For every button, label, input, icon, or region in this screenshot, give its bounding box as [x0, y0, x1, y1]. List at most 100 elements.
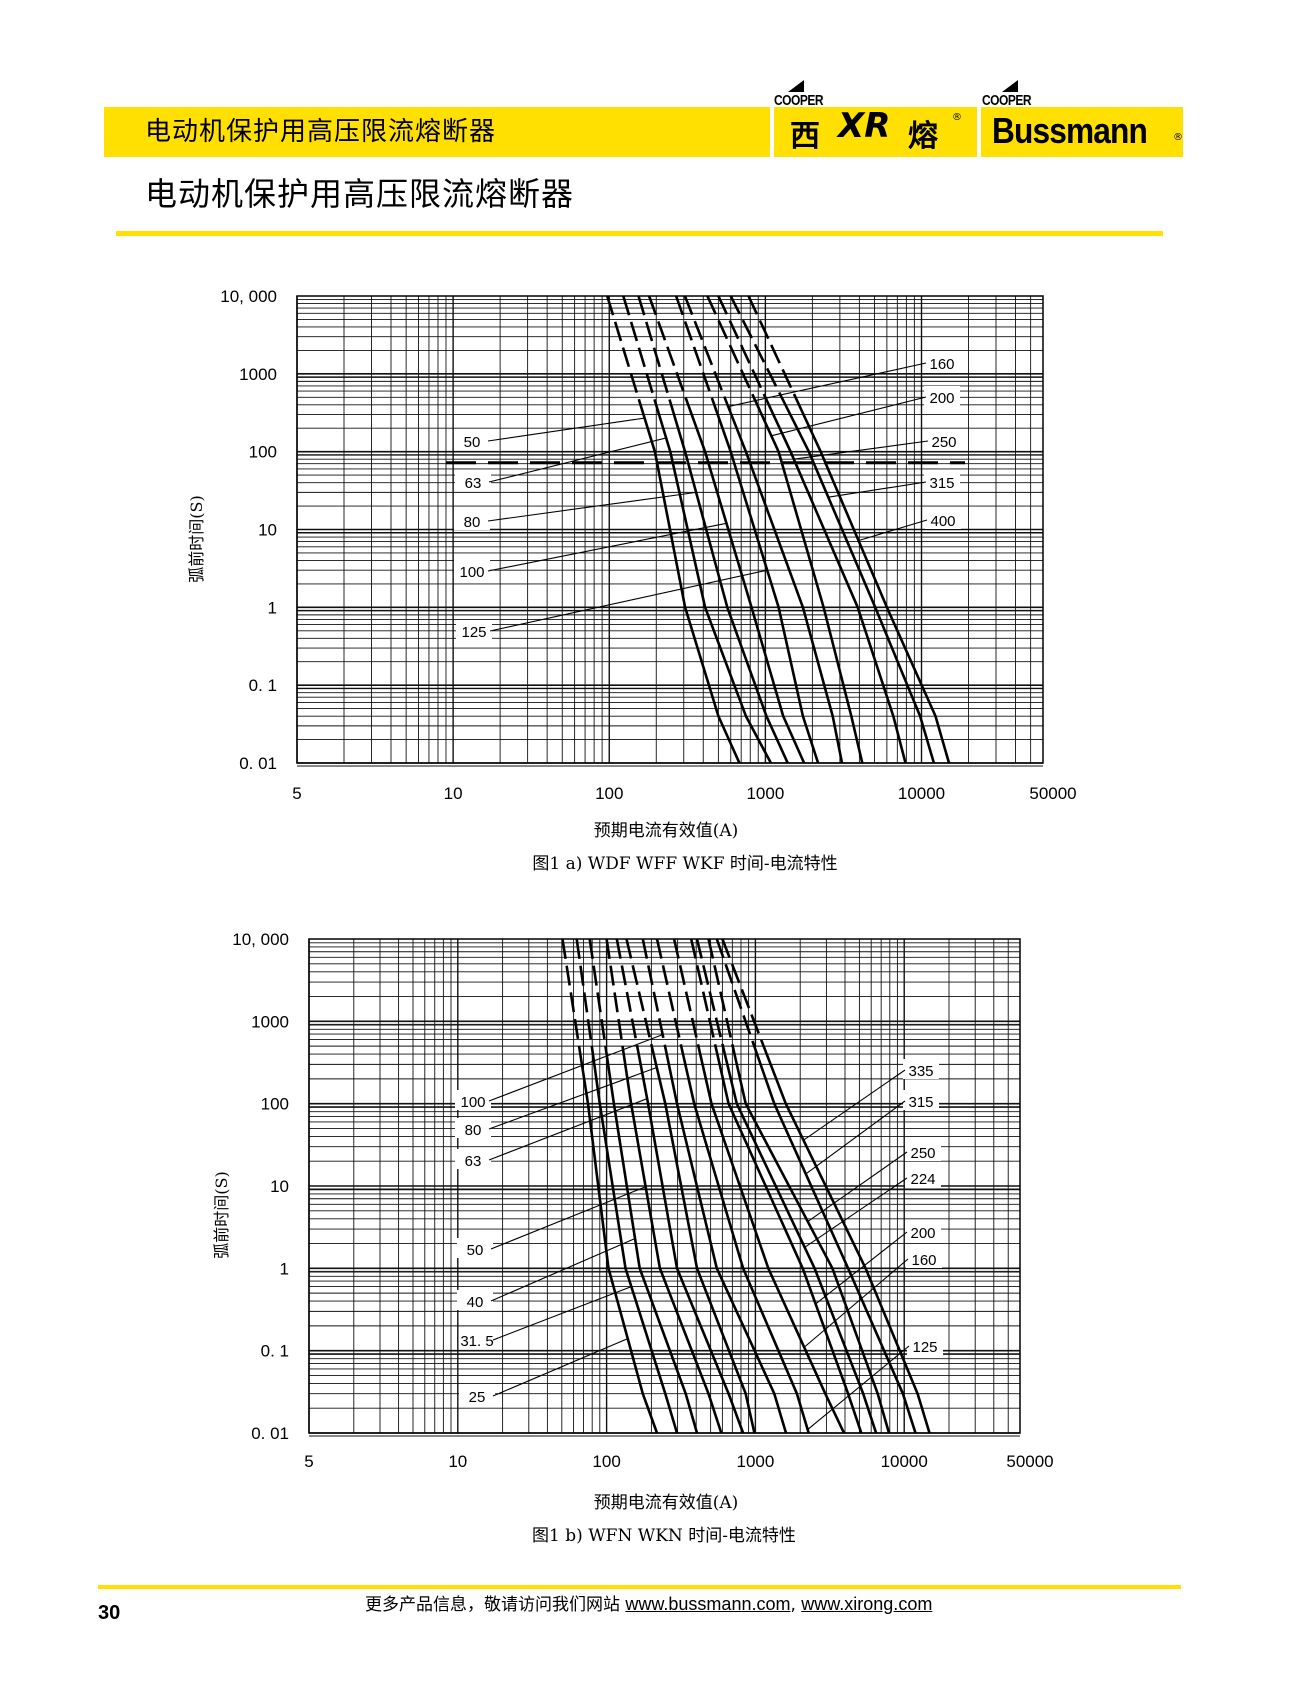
curve-dashed-segment	[674, 295, 716, 406]
curve-dashed-segment	[721, 938, 768, 1055]
leader-line	[815, 1231, 908, 1305]
curve-solid-segment	[681, 1053, 810, 1434]
series-label: 250	[910, 1145, 935, 1162]
y-tick-label: 10, 000	[220, 287, 277, 306]
leader-line	[487, 522, 727, 572]
curve-dashed-segment	[588, 938, 608, 1055]
series-curve-80: 80	[454, 295, 789, 764]
series-curve-160: 160	[683, 295, 960, 764]
label-background	[455, 1149, 491, 1169]
leader-line	[858, 519, 928, 542]
chart-wdf-wff-wkf: 10, 000 1000 100 10 1 0. 1 0. 01 5 10 100 1000 1000…	[220, 287, 1076, 803]
x-tick-label: 10	[444, 784, 463, 803]
series-curve-100: 100	[455, 938, 788, 1434]
leader-line	[807, 1345, 910, 1431]
curve-dashed-segment	[707, 938, 736, 1055]
x-tick-label: 50000	[1029, 784, 1076, 803]
series-curve-100: 100	[454, 295, 806, 764]
plot-area: 10, 000 1000 100 10 1 0. 1 0. 01 5 10 100 1000 1000…	[232, 930, 1053, 1471]
label-background	[924, 386, 960, 406]
plot-frame	[308, 938, 1021, 1434]
x-tick-label: 100	[595, 784, 623, 803]
series-curve-315: 315	[715, 938, 939, 1434]
x-tick-label: 1000	[736, 1452, 774, 1471]
curve-dashed-segment	[683, 295, 729, 406]
cooper-wordmark: COOPER	[774, 91, 824, 109]
x-tick-label: 100	[592, 1452, 620, 1471]
label-background	[925, 509, 961, 529]
series-label: 315	[908, 1094, 933, 1111]
y-tick-label: 10	[258, 521, 277, 540]
leader-line	[487, 417, 645, 442]
leader-line	[828, 481, 927, 498]
chart2-x-axis-label: 预期电流有效值(A)	[593, 1493, 739, 1513]
curve-dashed-segment	[747, 295, 801, 406]
logo-divider	[770, 107, 774, 157]
curve-solid-segment	[767, 404, 907, 764]
y-tick-label: 1	[280, 1259, 289, 1278]
curve-dashed-segment	[605, 938, 625, 1055]
logo-xr: XR	[838, 106, 891, 146]
y-tick-label: 0. 1	[249, 676, 277, 695]
curve-solid-segment	[797, 404, 951, 764]
series-curve-50: 50	[454, 295, 741, 764]
cooper-wordmark: COOPER	[982, 91, 1032, 109]
curve-solid-segment	[784, 404, 936, 764]
curve-solid-segment	[591, 1053, 679, 1434]
y-tick-label: 1000	[239, 365, 277, 384]
leader-line	[488, 1098, 648, 1161]
series-curve-80: 80	[455, 938, 756, 1434]
series-label: 63	[465, 475, 482, 492]
series-label: 31. 5	[460, 1333, 493, 1350]
footer-text: 更多产品信息，敬请访问我们网站 www.bussmann.com, www.xi…	[365, 1590, 932, 1615]
curve-solid-segment	[605, 1053, 699, 1434]
curve-dashed-segment	[625, 938, 655, 1055]
label-background	[456, 620, 492, 640]
series-label: 25	[469, 1389, 486, 1406]
xirong-link[interactable]: www.xirong.com	[801, 1594, 933, 1614]
series-label: 160	[911, 1252, 936, 1269]
registered-mark: ®	[952, 112, 962, 123]
label-background	[903, 1090, 939, 1110]
curve-solid-segment	[637, 1053, 745, 1434]
x-tick-label: 10000	[898, 784, 945, 803]
leader-line	[793, 440, 929, 460]
label-background	[457, 1290, 493, 1310]
leader-line	[803, 1069, 906, 1141]
label-background	[905, 1141, 941, 1161]
series-label: 50	[464, 434, 481, 451]
chart2-y-axis-label: 弧前时间(S)	[212, 1171, 231, 1259]
label-background	[906, 1248, 942, 1268]
curve-solid-segment	[665, 1053, 788, 1434]
series-curve-250: 250	[717, 295, 962, 764]
bussmann-link[interactable]: www.bussmann.com	[625, 1594, 791, 1614]
curve-dashed-segment	[575, 938, 595, 1055]
x-tick-label: 50000	[1006, 1452, 1053, 1471]
series-curve-160: 160	[672, 938, 942, 1434]
label-background	[905, 1167, 941, 1187]
leader-line	[728, 362, 927, 408]
registered-mark: ®	[1173, 132, 1183, 143]
cooper-flag-icon	[788, 80, 804, 92]
series-label: 400	[930, 513, 955, 530]
series-label: 40	[467, 1294, 484, 1311]
footer-divider	[98, 1585, 1181, 1589]
series-label: 224	[910, 1171, 935, 1188]
y-tick-label: 100	[261, 1095, 289, 1114]
curve-solid-segment	[716, 1053, 863, 1434]
curve-dashed-segment	[655, 938, 685, 1055]
curve-dashed-segment	[615, 938, 640, 1055]
series-label: 250	[931, 434, 956, 451]
curve-solid-segment	[686, 404, 806, 764]
leader-line	[492, 1286, 632, 1341]
x-tick-label: 5	[304, 1452, 313, 1471]
grid	[308, 939, 1021, 1437]
leader-line	[488, 1066, 657, 1130]
label-background	[903, 1059, 939, 1079]
header-bar	[104, 107, 1183, 157]
y-tick-label: 100	[249, 443, 277, 462]
leader-line	[771, 396, 927, 437]
y-tick-label: 10, 000	[232, 930, 289, 949]
curve-solid-segment	[622, 1053, 723, 1434]
y-tick-label: 1	[268, 598, 277, 617]
